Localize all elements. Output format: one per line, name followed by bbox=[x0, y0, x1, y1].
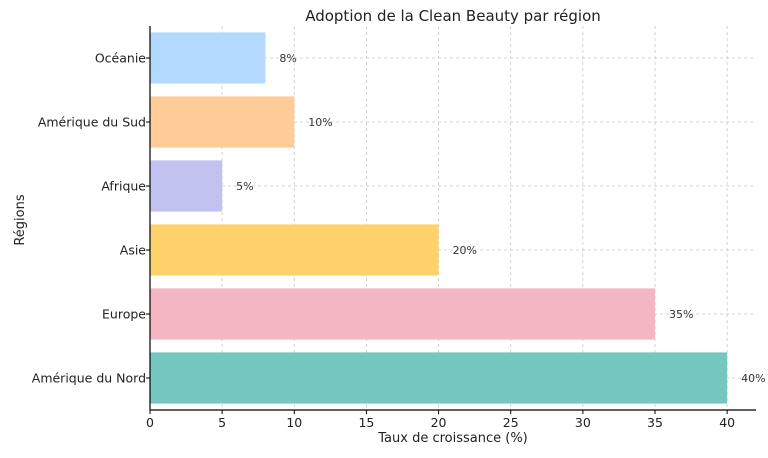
x-tick-label: 35 bbox=[647, 415, 663, 430]
bar bbox=[150, 32, 266, 84]
bar-value-label: 35% bbox=[669, 308, 693, 321]
y-tick-label: Amérique du Sud bbox=[38, 115, 146, 130]
x-tick-label: 30 bbox=[575, 415, 591, 430]
x-tick-label: 0 bbox=[146, 415, 154, 430]
x-tick-label: 40 bbox=[719, 415, 735, 430]
x-tick-label: 10 bbox=[286, 415, 302, 430]
bar bbox=[150, 224, 439, 276]
x-axis-title: Taux de croissance (%) bbox=[377, 431, 528, 446]
y-axis-title: Régions bbox=[13, 194, 28, 246]
bar bbox=[150, 288, 655, 340]
x-tick-label: 25 bbox=[503, 415, 519, 430]
x-tick-label: 15 bbox=[358, 415, 374, 430]
y-tick-label: Amérique du Nord bbox=[32, 371, 146, 386]
bar-value-label: 10% bbox=[308, 116, 332, 129]
x-tick-label: 5 bbox=[218, 415, 226, 430]
bar bbox=[150, 352, 728, 404]
chart-title: Adoption de la Clean Beauty par région bbox=[305, 7, 601, 25]
y-tick-label: Asie bbox=[120, 243, 147, 258]
x-tick-label: 20 bbox=[431, 415, 447, 430]
bar-value-label: 40% bbox=[741, 372, 765, 385]
bar-value-label: 8% bbox=[279, 52, 296, 65]
axes bbox=[146, 26, 756, 414]
bars bbox=[150, 32, 728, 404]
labels: 0 5 10 15 20 25 30 35 40 Amérique du Nord Europe As… bbox=[32, 51, 766, 431]
bar bbox=[150, 96, 295, 148]
y-tick-label: Afrique bbox=[101, 179, 146, 194]
bar bbox=[150, 160, 223, 212]
bar-value-label: 20% bbox=[453, 244, 477, 257]
y-tick-label: Océanie bbox=[95, 51, 146, 66]
bar-value-label: 5% bbox=[236, 180, 253, 193]
y-tick-label: Europe bbox=[102, 307, 146, 322]
